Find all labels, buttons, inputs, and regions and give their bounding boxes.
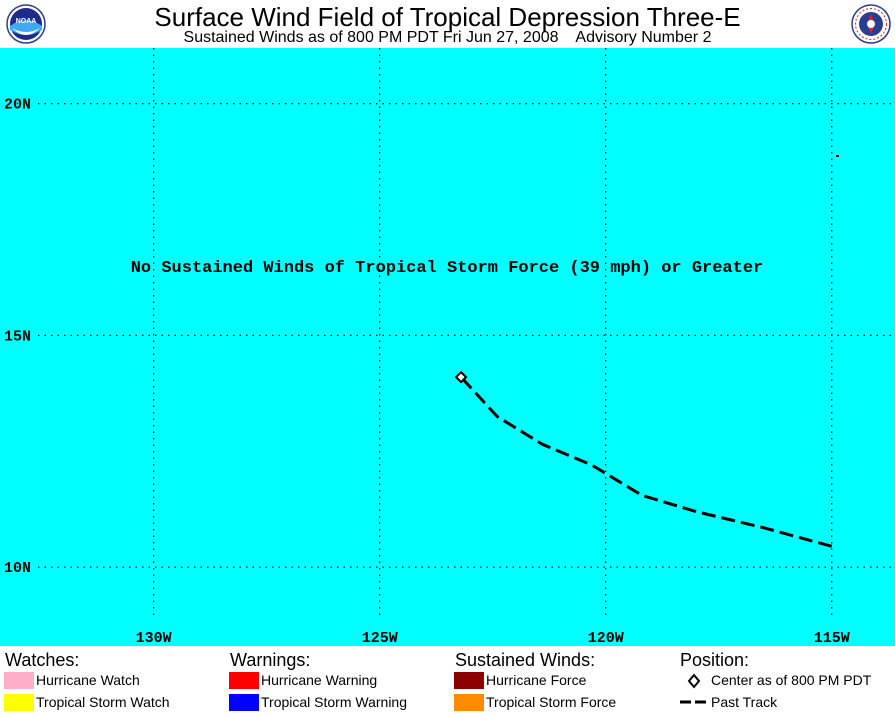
hurricane-force-swatch [454,672,484,689]
map-speck [836,155,839,157]
latitude-labels: 20N 15N 10N [4,97,31,578]
hurricane-warning-label: Hurricane Warning [261,672,378,688]
tropical-storm-force-swatch [454,694,484,711]
map-legend: Watches: Hurricane Watch Tropical Storm … [0,646,895,716]
past-track-line [459,376,833,548]
tropical-storm-warning-swatch [229,694,259,711]
tropical-storm-watch-label: Tropical Storm Watch [36,694,170,710]
legend-position-heading: Position: [680,650,750,670]
hurricane-force-label: Hurricane Force [486,672,587,688]
past-track-label: Past Track [711,694,778,710]
hurricane-warning-swatch [229,672,259,689]
longitude-label: 130W [136,630,172,646]
legend-watches-heading: Watches: [5,650,80,670]
legend-warnings-heading: Warnings: [230,650,311,670]
longitude-label: 115W [814,630,850,646]
graticule [38,48,895,620]
no-winds-message: No Sustained Winds of Tropical Storm For… [131,259,764,278]
diamond-icon [687,673,701,689]
hurricane-watch-swatch [4,672,34,689]
latitude-label: 20N [4,97,31,114]
noaa-logo-icon: NOAA [6,4,46,44]
latitude-label: 15N [4,328,31,345]
svg-text:NOAA: NOAA [16,18,37,25]
map-title: Surface Wind Field of Tropical Depressio… [154,2,741,32]
hurricane-watch-label: Hurricane Watch [36,672,140,688]
tropical-storm-watch-swatch [4,694,34,711]
wind-field-map: 20N 15N 10N 130W 125W 120W 115W No Sustained … [0,48,895,646]
tropical-storm-warning-label: Tropical Storm Warning [261,694,408,710]
nws-logo-icon [851,4,891,44]
longitude-label: 120W [588,630,624,646]
tropical-storm-force-label: Tropical Storm Force [486,694,617,710]
longitude-label: 125W [362,630,398,646]
center-position-label: Center as of 800 PM PDT [711,672,872,688]
ocean-area [0,48,895,646]
map-subtitle: Sustained Winds as of 800 PM PDT Fri Jun… [183,29,712,46]
legend-winds-heading: Sustained Winds: [455,650,596,670]
latitude-label: 10N [4,560,31,577]
dashed-line-icon [680,700,708,704]
longitude-labels: 130W 125W 120W 115W [136,630,850,646]
storm-center-marker [454,370,468,384]
